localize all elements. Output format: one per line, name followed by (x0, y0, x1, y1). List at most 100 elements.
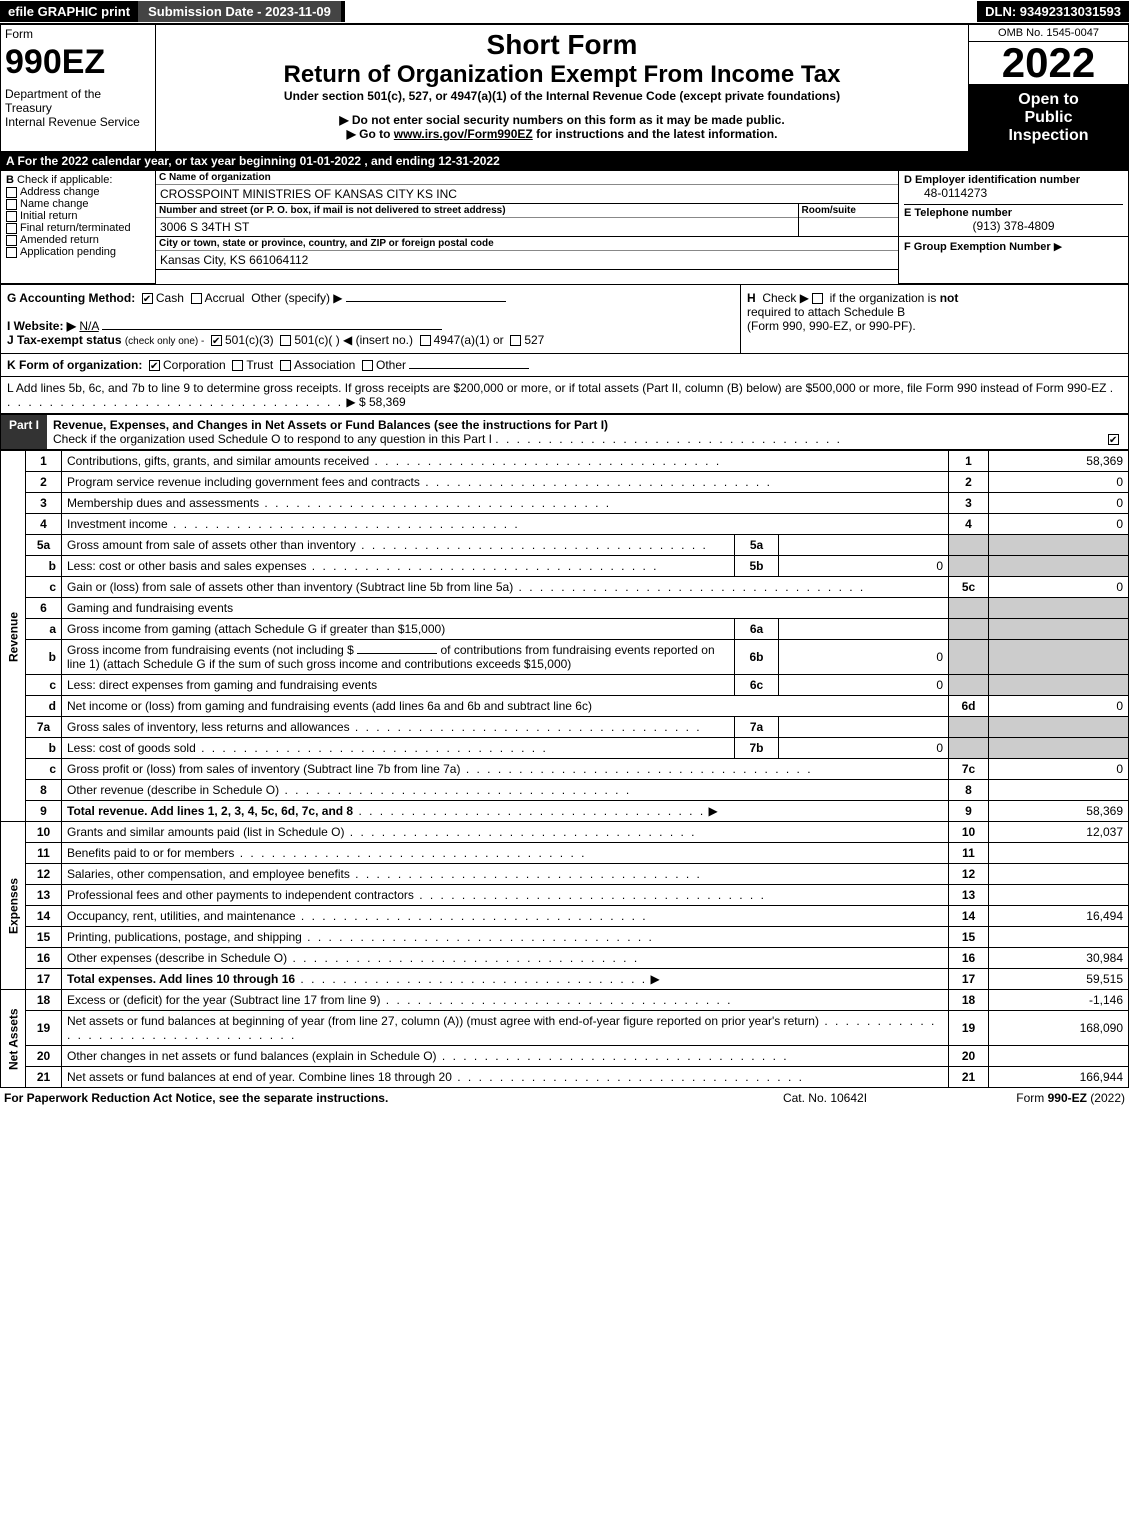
line-21-val: 166,944 (989, 1067, 1129, 1088)
section-h-label: H (747, 291, 756, 305)
line-14-num: 14 (26, 906, 62, 927)
line-7b-num: b (26, 738, 62, 759)
line-16-val: 30,984 (989, 948, 1129, 969)
checkbox-application-pending[interactable] (6, 247, 17, 258)
line-12-val (989, 864, 1129, 885)
line-8-num: 8 (26, 780, 62, 801)
footer-form-pre: Form (1016, 1091, 1047, 1105)
irs-label: Internal Revenue Service (5, 115, 151, 129)
line-8-desc: Other revenue (describe in Schedule O) (67, 783, 279, 797)
checkbox-cash[interactable] (142, 293, 153, 304)
line-9-val: 58,369 (989, 801, 1129, 822)
dept-treasury: Department of the Treasury (5, 87, 151, 115)
line-11-col: 11 (949, 843, 989, 864)
line-4-val: 0 (989, 514, 1129, 535)
line-10-val: 12,037 (989, 822, 1129, 843)
irs-link[interactable]: www.irs.gov/Form990EZ (394, 127, 533, 141)
checkbox-accrual[interactable] (191, 293, 202, 304)
arrow-icon: ▶ (1054, 241, 1062, 253)
line-5c-desc: Gain or (loss) from sale of assets other… (67, 580, 513, 594)
part-i-header: Part I Revenue, Expenses, and Changes in… (0, 414, 1129, 450)
opt-527: 527 (524, 333, 544, 347)
opt-amended-return: Amended return (20, 234, 99, 246)
submission-date: Submission Date - 2023-11-09 (138, 1, 345, 22)
line-7a-num: 7a (26, 717, 62, 738)
checkbox-name-change[interactable] (6, 199, 17, 210)
line-2-desc: Program service revenue including govern… (67, 475, 420, 489)
checkbox-amended-return[interactable] (6, 235, 17, 246)
checkbox-4947[interactable] (420, 335, 431, 346)
line-7c-val: 0 (989, 759, 1129, 780)
open-line3: Inspection (973, 127, 1124, 145)
website-value: N/A (79, 319, 98, 333)
g-h-block: G Accounting Method: Cash Accrual Other … (0, 284, 1129, 354)
line-7c-col: 7c (949, 759, 989, 780)
section-k: K Form of organization: Corporation Trus… (0, 354, 1129, 377)
instruction-no-ssn: ▶ Do not enter social security numbers o… (160, 113, 964, 127)
line-6-num: 6 (26, 598, 62, 619)
label-ein: D Employer identification number (904, 174, 1123, 186)
line-11-val (989, 843, 1129, 864)
line-4-num: 4 (26, 514, 62, 535)
line-15-col: 15 (949, 927, 989, 948)
lines-table: Revenue 1 Contributions, gifts, grants, … (0, 450, 1129, 1088)
line-10-num: 10 (26, 822, 62, 843)
h-text3: required to attach Schedule B (747, 305, 905, 319)
line-6d-col: 6d (949, 696, 989, 717)
checkbox-527[interactable] (510, 335, 521, 346)
side-expenses: Expenses (1, 822, 26, 990)
checkbox-other-org[interactable] (362, 360, 373, 371)
line-3-col: 3 (949, 493, 989, 514)
line-9-col: 9 (949, 801, 989, 822)
line-20-val (989, 1046, 1129, 1067)
line-6-desc: Gaming and fundraising events (62, 598, 949, 619)
checkbox-assoc[interactable] (280, 360, 291, 371)
line-7c-desc: Gross profit or (loss) from sales of inv… (67, 762, 460, 776)
checkbox-address-change[interactable] (6, 187, 17, 198)
line-7b-desc: Less: cost of goods sold (67, 741, 196, 755)
line-5a-valshade (989, 535, 1129, 556)
opt-final-return: Final return/terminated (20, 222, 131, 234)
other-specify-input[interactable] (346, 301, 506, 302)
line-18-desc: Excess or (deficit) for the year (Subtra… (67, 993, 380, 1007)
checkbox-final-return[interactable] (6, 223, 17, 234)
section-l: L Add lines 5b, 6c, and 7b to line 9 to … (0, 377, 1129, 414)
line-17-desc: Total expenses. Add lines 10 through 16 (67, 972, 295, 986)
org-name: CROSSPOINT MINISTRIES OF KANSAS CITY KS … (156, 185, 898, 203)
checkbox-h[interactable] (812, 293, 823, 304)
efile-print-label[interactable]: efile GRAPHIC print (0, 1, 138, 22)
opt-cash: Cash (156, 291, 184, 305)
form-label: Form (1, 25, 155, 43)
line-21-num: 21 (26, 1067, 62, 1088)
h-text4: (Form 990, 990-EZ, or 990-PF). (747, 319, 916, 333)
checkbox-trust[interactable] (232, 360, 243, 371)
opt-association: Association (294, 358, 355, 372)
line-1-num: 1 (26, 451, 62, 472)
opt-accrual: Accrual (205, 291, 245, 305)
line-12-desc: Salaries, other compensation, and employ… (67, 867, 350, 881)
room-value (799, 218, 899, 222)
checkbox-501c[interactable] (280, 335, 291, 346)
short-form-title: Short Form (160, 29, 964, 61)
line-7a-mid: 7a (735, 717, 779, 738)
checkbox-schedule-o[interactable] (1108, 434, 1119, 445)
opt-501c3: 501(c)(3) (225, 333, 274, 347)
checkbox-501c3[interactable] (211, 335, 222, 346)
line-6d-num: d (26, 696, 62, 717)
open-to-public-box: Open to Public Inspection (969, 85, 1128, 151)
line-10-col: 10 (949, 822, 989, 843)
line-3-num: 3 (26, 493, 62, 514)
line-6b-num: b (26, 640, 62, 675)
open-line2: Public (973, 109, 1124, 127)
checkbox-corp[interactable] (149, 360, 160, 371)
checkbox-initial-return[interactable] (6, 211, 17, 222)
line-16-num: 16 (26, 948, 62, 969)
section-i-label: I Website: ▶ (7, 319, 76, 333)
tax-year: 2022 (969, 42, 1128, 84)
line-13-desc: Professional fees and other payments to … (67, 888, 414, 902)
line-18-num: 18 (26, 990, 62, 1011)
opt-address-change: Address change (20, 186, 100, 198)
line-6d-desc: Net income or (loss) from gaming and fun… (67, 699, 592, 713)
line-4-col: 4 (949, 514, 989, 535)
footer-form-num: 990-EZ (1048, 1091, 1087, 1105)
